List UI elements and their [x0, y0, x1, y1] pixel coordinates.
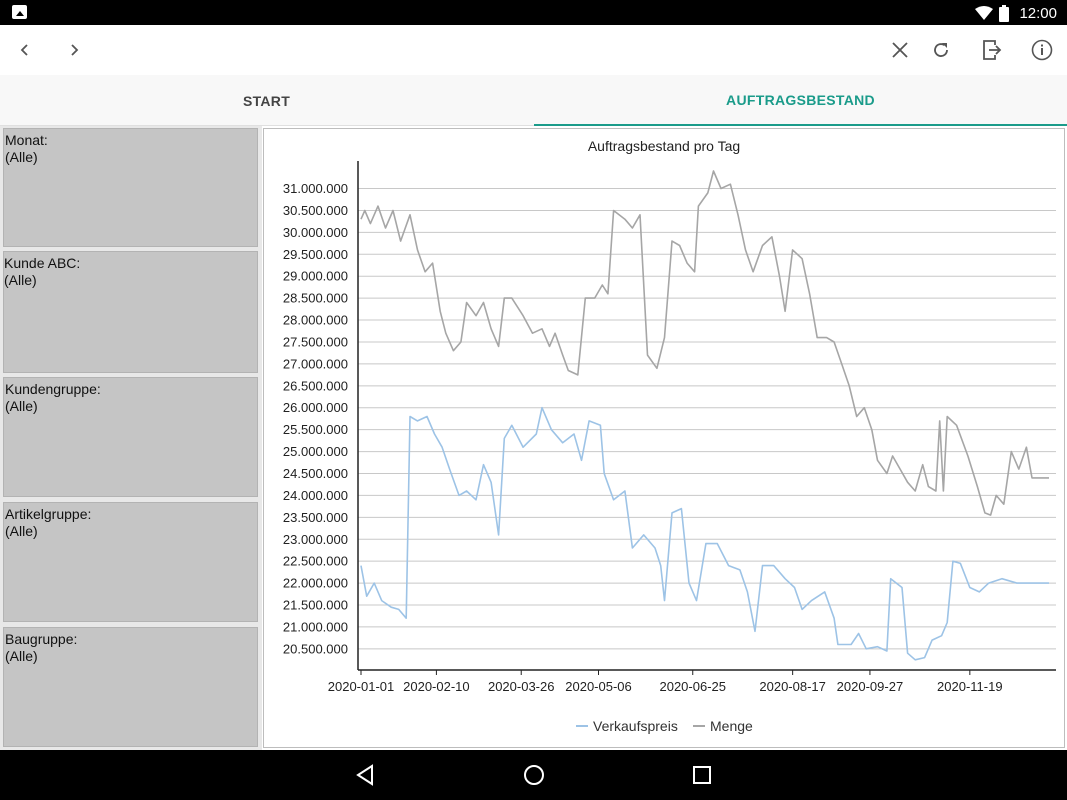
filter-value: (Alle) [5, 648, 38, 664]
refresh-button[interactable] [928, 37, 954, 63]
legend-label: Menge [710, 718, 753, 734]
battery-icon [999, 4, 1010, 22]
x-tick-label: 2020-11-19 [937, 679, 1003, 694]
filter-label: Kundengruppe: [5, 381, 101, 397]
back-button[interactable] [12, 37, 38, 63]
y-tick-label: 26.500.000 [283, 378, 348, 393]
close-icon [892, 42, 908, 58]
x-tick-label: 2020-08-17 [759, 679, 826, 694]
nav-back-icon[interactable] [353, 763, 377, 787]
status-bar: 12:00 [0, 0, 1067, 25]
y-tick-label: 30.500.000 [283, 203, 348, 218]
chart-title: Auftragsbestand pro Tag [588, 138, 740, 154]
y-tick-label: 28.500.000 [283, 291, 348, 306]
y-tick-label: 22.500.000 [283, 554, 348, 569]
clock: 12:00 [1019, 4, 1057, 22]
x-tick-label: 2020-09-27 [837, 679, 904, 694]
y-tick-label: 25.500.000 [283, 422, 348, 437]
filter-kunde-abc[interactable]: Kunde ABC: (Alle) [3, 251, 258, 373]
y-tick-label: 31.000.000 [283, 181, 348, 196]
series-line-verkaufspreis [360, 406, 1049, 661]
filter-value: (Alle) [5, 523, 38, 539]
filter-monat[interactable]: Monat: (Alle) [3, 128, 258, 247]
system-nav-bar [0, 750, 1067, 800]
series-line-menge [360, 170, 1049, 516]
gridlines [358, 188, 1056, 650]
x-tick-label: 2020-01-01 [328, 679, 395, 694]
forward-button[interactable] [61, 37, 87, 63]
x-tick-label: 2020-02-10 [403, 679, 470, 694]
chart-panel: Auftragsbestand pro Tag 31.000.000 30.500… [263, 128, 1065, 748]
x-tick-label: 2020-05-06 [565, 679, 632, 694]
y-tick-label: 23.500.000 [283, 510, 348, 525]
y-tick-label: 20.500.000 [283, 641, 348, 656]
tab-auftragsbestand[interactable]: AUFTRAGSBESTAND [534, 75, 1067, 126]
y-tick-label: 29.500.000 [283, 247, 348, 262]
series-lines [360, 170, 1049, 661]
chart-legend: Verkaufspreis Menge [576, 718, 753, 734]
tab-bar: START AUFTRAGSBESTAND [0, 75, 1067, 126]
nav-home-icon[interactable] [522, 763, 546, 787]
refresh-icon [934, 43, 948, 57]
y-tick-label: 29.000.000 [283, 269, 348, 284]
nav-recents-icon[interactable] [690, 763, 714, 787]
x-axis-ticks: 2020-01-01 2020-02-10 2020-03-26 2020-05-06… [328, 670, 1003, 694]
export-button[interactable] [979, 37, 1005, 63]
y-tick-label: 26.000.000 [283, 400, 348, 415]
y-tick-label: 28.000.000 [283, 313, 348, 328]
line-chart: Auftragsbestand pro Tag 31.000.000 30.500… [283, 138, 1056, 734]
forward-icon [71, 44, 79, 56]
y-tick-label: 24.500.000 [283, 466, 348, 481]
y-tick-label: 30.000.000 [283, 225, 348, 240]
wifi-icon [975, 5, 994, 20]
filter-value: (Alle) [5, 149, 38, 165]
info-icon [1031, 39, 1053, 61]
image-icon [12, 5, 27, 19]
x-tick-label: 2020-06-25 [659, 679, 726, 694]
toolbar [0, 25, 1067, 75]
y-axis-ticks: 31.000.000 30.500.000 30.000.000 29.500.000… [283, 181, 348, 656]
back-icon [20, 44, 28, 56]
filter-value: (Alle) [4, 272, 37, 288]
y-tick-label: 27.500.000 [283, 334, 348, 349]
y-tick-label: 27.000.000 [283, 356, 348, 371]
filter-sidebar: Monat: (Alle) Kunde ABC: (Alle) Kundengr… [0, 126, 262, 750]
y-tick-label: 25.000.000 [283, 444, 348, 459]
export-icon [983, 40, 1002, 60]
y-tick-label: 22.000.000 [283, 576, 348, 591]
y-tick-label: 21.500.000 [283, 598, 348, 613]
filter-label: Kunde ABC: [4, 255, 81, 271]
info-button[interactable] [1029, 37, 1055, 63]
filter-label: Baugruppe: [5, 631, 78, 647]
filter-label: Artikelgruppe: [5, 506, 92, 522]
filter-label: Monat: [5, 132, 48, 148]
y-tick-label: 23.000.000 [283, 532, 348, 547]
filter-kundengruppe[interactable]: Kundengruppe: (Alle) [3, 377, 258, 497]
filter-artikelgruppe[interactable]: Artikelgruppe: (Alle) [3, 502, 258, 622]
legend-label: Verkaufspreis [593, 718, 678, 734]
close-button[interactable] [887, 37, 913, 63]
x-tick-label: 2020-03-26 [488, 679, 555, 694]
filter-baugruppe[interactable]: Baugruppe: (Alle) [3, 627, 258, 747]
tab-start[interactable]: START [242, 92, 291, 109]
filter-value: (Alle) [5, 398, 38, 414]
y-tick-label: 21.000.000 [283, 619, 348, 634]
y-tick-label: 24.000.000 [283, 488, 348, 503]
